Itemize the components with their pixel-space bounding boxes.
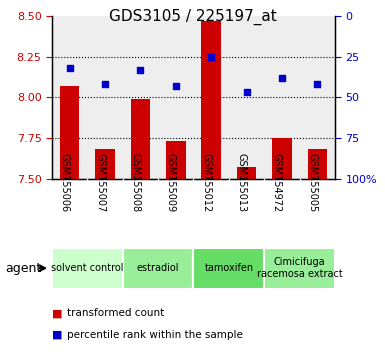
Bar [201,21,221,179]
Point [314,81,320,87]
Bar [52,248,123,289]
Bar [166,141,186,179]
Text: transformed count: transformed count [67,308,164,318]
Bar [308,149,327,179]
Bar [272,138,291,179]
Bar [52,16,87,179]
Text: percentile rank within the sample: percentile rank within the sample [67,330,243,339]
Bar [87,16,123,179]
Text: GSM155006: GSM155006 [60,153,70,212]
Point [279,75,285,81]
Bar [193,248,264,289]
Bar [237,167,256,179]
Point [208,54,214,59]
Text: ■: ■ [52,330,62,339]
Point [67,65,73,71]
Text: tamoxifen: tamoxifen [204,263,253,273]
Text: GSM155009: GSM155009 [166,153,176,212]
Bar [264,248,335,289]
Bar [193,16,229,179]
Bar [60,86,79,179]
Text: GSM155007: GSM155007 [95,153,105,212]
Text: Cimicifuga
racemosa extract: Cimicifuga racemosa extract [257,257,342,279]
Text: GDS3105 / 225197_at: GDS3105 / 225197_at [109,9,276,25]
Text: GSM155005: GSM155005 [307,153,317,212]
Text: GSM155008: GSM155008 [131,153,141,212]
Text: GSM155012: GSM155012 [201,153,211,212]
Bar [158,16,193,179]
Text: estradiol: estradiol [137,263,179,273]
Point [102,81,108,87]
Text: GSM154972: GSM154972 [272,153,282,212]
Point [137,67,144,73]
Bar [131,99,150,179]
Bar [264,16,300,179]
Point [243,90,249,95]
Bar [229,16,264,179]
Bar [95,149,115,179]
Point [173,83,179,89]
Text: GSM155013: GSM155013 [236,153,246,212]
Bar [123,16,158,179]
Text: solvent control: solvent control [51,263,124,273]
Text: agent: agent [5,262,41,275]
Bar [300,16,335,179]
Text: ■: ■ [52,308,62,318]
Bar [123,248,193,289]
